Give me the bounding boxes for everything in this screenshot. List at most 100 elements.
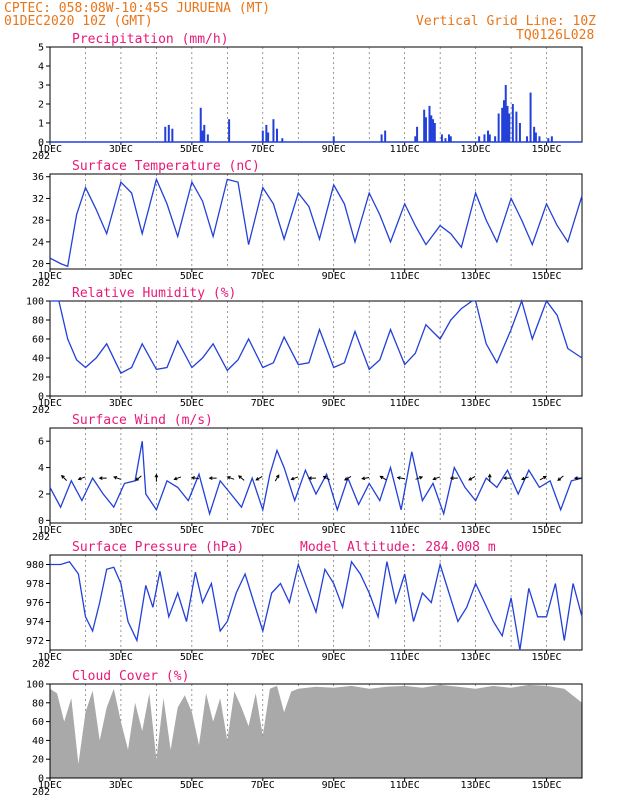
- wind-arrow: [520, 476, 529, 481]
- wind-ytick-label: 0: [38, 516, 44, 527]
- precip-bar: [534, 132, 537, 142]
- precip-bar: [380, 134, 383, 142]
- precip-xtick-label: 9DEC: [322, 144, 346, 155]
- precip-bar: [281, 138, 284, 142]
- precip-ytick-label: 3: [38, 81, 44, 92]
- cloud-ytick-label: 40: [32, 736, 44, 747]
- wind-arrow: [98, 476, 107, 481]
- temp-xtick-label: 1DEC: [38, 271, 62, 282]
- cloud-panel: 0 20 40 60 80 100 1DEC 3DEC 5DEC 7DEC 9DEC 11DEC 13D…: [26, 669, 583, 798]
- rh-xtick-label: 1DEC: [38, 398, 62, 409]
- precip-bar: [275, 128, 278, 142]
- header-model-code: TQ0126L028: [516, 28, 594, 43]
- wind-arrow-head: [573, 476, 578, 481]
- wind-xtick-label: 7DEC: [251, 525, 275, 536]
- precip-xtick-label: 1DEC: [38, 144, 62, 155]
- precip-bar: [199, 107, 202, 142]
- temp-xtick-label: 13DEC: [461, 271, 491, 282]
- precip-bar: [384, 130, 387, 142]
- wind-arrow-shaft: [468, 475, 476, 481]
- wind-arrow: [539, 475, 547, 481]
- rh-ytick-label: 0: [38, 392, 44, 403]
- wind-arrow: [60, 474, 68, 481]
- wind-arrow-head: [226, 475, 231, 480]
- temp-xtick-label: 11DEC: [390, 271, 420, 282]
- temp-xtick-label: 15DEC: [531, 271, 561, 282]
- pres-panel: 972 974 976 978 980 1DEC 3DEC 5DEC 7DEC 9DEC 11DEC…: [26, 540, 583, 670]
- wind-arrow: [396, 476, 405, 480]
- cloud-ytick-label: 80: [32, 698, 44, 709]
- wind-title: Surface Wind (m/s): [72, 413, 213, 428]
- rh-ytick-label: 60: [32, 335, 44, 346]
- wind-ytick-label: 6: [38, 437, 44, 448]
- precip-xtick-label: 7DEC: [251, 144, 275, 155]
- pres-ytick-label: 978: [26, 579, 44, 590]
- wind-arrow: [557, 475, 564, 482]
- cloud-title: Cloud Cover (%): [72, 669, 189, 684]
- wind-arrow: [379, 475, 387, 481]
- rh-frame: [49, 300, 583, 397]
- cloud-ytick-label: 100: [26, 680, 44, 691]
- pres-xtick-label: 15DEC: [531, 652, 561, 663]
- precip-bar: [332, 136, 335, 142]
- temp-xtick-label: 3DEC: [109, 271, 133, 282]
- wind-arrow-head: [238, 475, 242, 479]
- pres-xtick-label: 9DEC: [322, 652, 346, 663]
- wind-arrow: [290, 476, 299, 481]
- precip-bar: [272, 119, 275, 142]
- precip-bar: [433, 123, 436, 142]
- wind-arrow: [322, 475, 330, 481]
- cloud-xtick-label: 11DEC: [390, 780, 420, 791]
- precip-bar: [228, 119, 231, 142]
- header-grid-note: Vertical Grid Line: 10Z: [416, 14, 596, 29]
- precip-ytick-label: 2: [38, 100, 44, 111]
- precip-bar: [430, 115, 433, 142]
- wind-arrow: [468, 475, 476, 481]
- pres-xtick-label: 11DEC: [390, 652, 420, 663]
- temp-panel: 20 24 28 32 36 1DEC 3DEC 5DEC 7DEC 9DEC 11DEC 13DEC…: [32, 159, 583, 289]
- wind-xtick-label: 3DEC: [109, 525, 133, 536]
- precip-bar: [206, 134, 209, 142]
- wind-arrow-shaft: [397, 477, 405, 480]
- temp-ytick-label: 20: [32, 259, 44, 270]
- wind-xtick-label: 11DEC: [390, 525, 420, 536]
- pres-series-line: [50, 560, 583, 651]
- wind-arrow-head: [173, 476, 178, 481]
- precip-bar: [518, 123, 521, 142]
- precip-bar: [167, 124, 170, 142]
- precip-bar: [488, 134, 491, 142]
- precip-bar: [440, 134, 443, 142]
- cloud-area: [50, 684, 582, 778]
- pres-xtick-label: 13DEC: [461, 652, 491, 663]
- precip-bar: [529, 92, 532, 142]
- wind-arrow-shaft: [255, 475, 263, 481]
- wind-arrow-shaft: [323, 475, 330, 481]
- wind-arrow: [573, 476, 582, 481]
- wind-arrow-head: [255, 477, 260, 481]
- wind-arrow-shaft: [227, 476, 235, 480]
- wind-arrow-head: [322, 475, 327, 480]
- wind-arrow-head: [449, 476, 454, 481]
- wind-arrow: [173, 476, 182, 481]
- wind-arrow-shaft: [135, 475, 142, 481]
- pres-xtick-label: 7DEC: [251, 652, 275, 663]
- precip-bar: [478, 136, 481, 142]
- precip-bar: [511, 104, 514, 142]
- wind-arrow-head: [361, 476, 366, 481]
- pres-xtick-label: 5DEC: [180, 652, 204, 663]
- precip-bar: [201, 130, 204, 142]
- wind-arrow-head: [432, 476, 437, 481]
- pres-ytick-label: 974: [26, 617, 44, 628]
- wind-arrow-shaft: [344, 475, 352, 481]
- rh-panel: 0 20 40 60 80 100 1DEC 3DEC 5DEC 7DEC 9DEC 11DEC 13D…: [26, 286, 583, 416]
- wind-frame: [49, 427, 583, 524]
- wind-arrow-head: [468, 477, 473, 481]
- wind-arrow-shaft: [113, 476, 121, 480]
- wind-arrow: [449, 476, 458, 481]
- panels: 0 1 2 3 4 5 1DEC 3DEC 5DEC 7DEC 9DEC 11DEC 13DEC 15DE…: [26, 32, 583, 798]
- wind-arrow-shaft: [274, 474, 280, 482]
- header-location: CPTEC: 058:08W-10:45S JURUENA (MT): [4, 1, 270, 16]
- temp-frame: [49, 173, 583, 270]
- precip-bar: [424, 117, 427, 142]
